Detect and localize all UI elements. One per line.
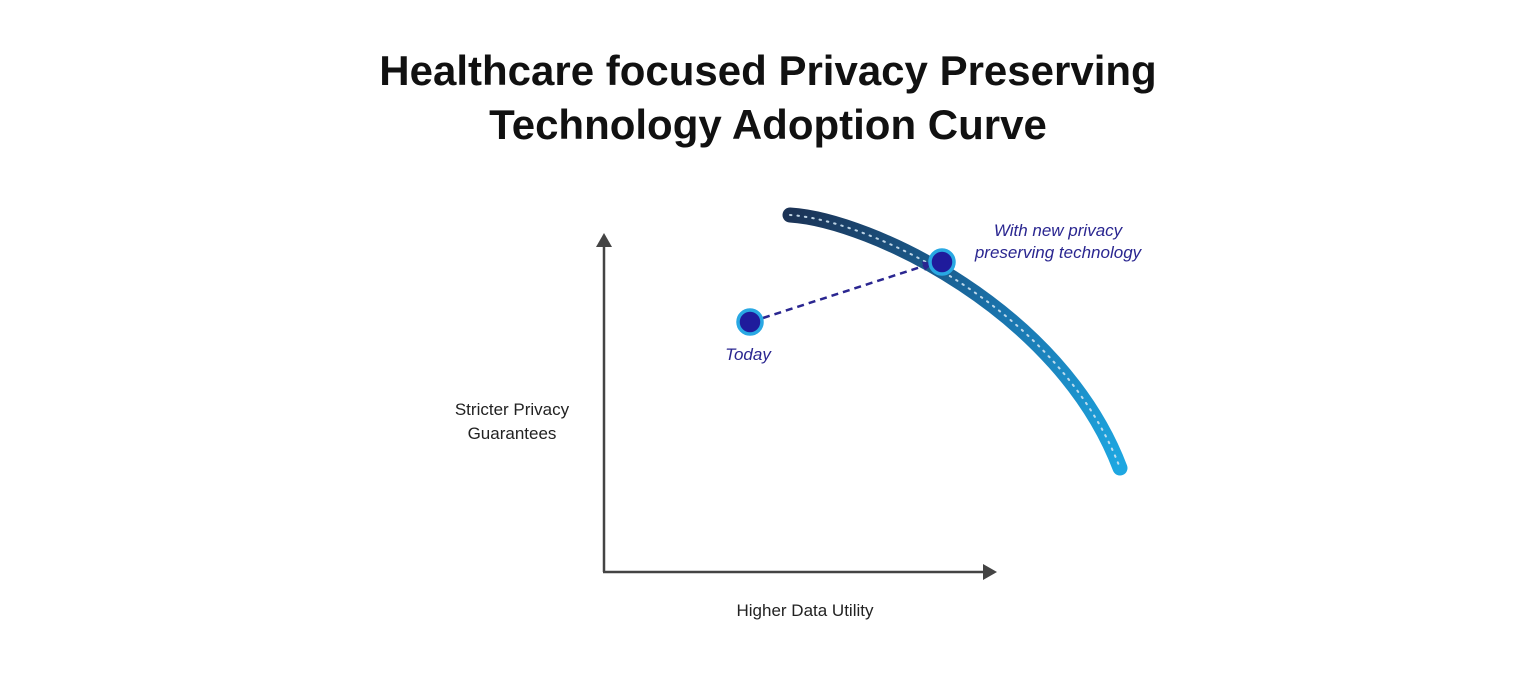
y-axis-label-line-1: Stricter Privacy	[454, 400, 570, 419]
transition-arrow	[762, 261, 933, 320]
x-axis-label: Higher Data Utility	[736, 601, 874, 620]
y-axis-label: Stricter Privacy Guarantees	[432, 398, 592, 446]
future-point	[928, 248, 956, 276]
today-label: Today	[725, 345, 771, 364]
y-axis-label-line-2: Guarantees	[467, 424, 557, 443]
x-axis-arrow-icon	[983, 564, 997, 580]
title-line-1: Healthcare focused Privacy Preserving	[379, 47, 1157, 94]
axes	[596, 233, 997, 580]
future-label-line-1: With new privacy	[993, 221, 1123, 240]
adoption-curve-dots	[789, 214, 1121, 469]
today-point	[736, 308, 764, 336]
future-label-line-2: preserving technology	[974, 243, 1142, 262]
page-title: Healthcare focused Privacy Preserving Te…	[0, 44, 1536, 152]
title-line-2: Technology Adoption Curve	[489, 101, 1047, 148]
y-axis-arrow-icon	[596, 233, 612, 247]
future-label: With new privacy preserving technology	[958, 220, 1158, 264]
